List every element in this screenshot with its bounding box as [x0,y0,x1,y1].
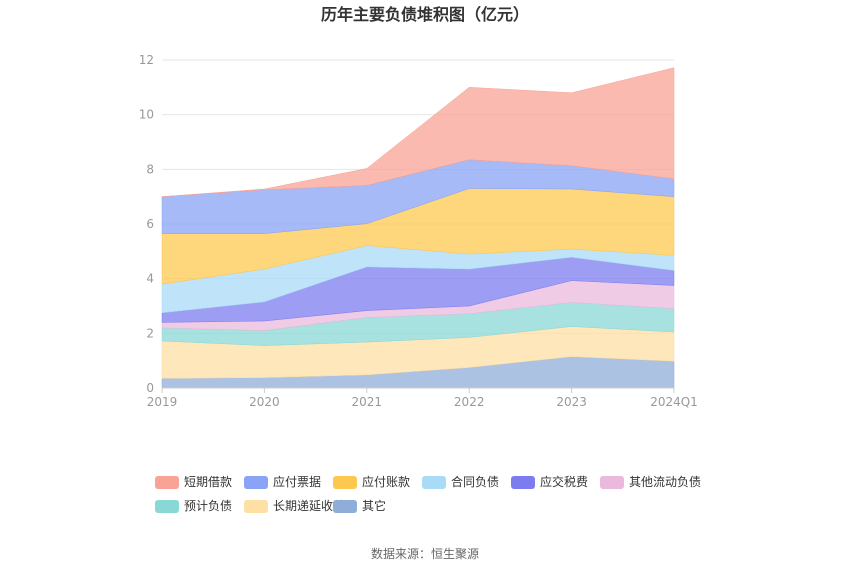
legend-label: 短期借款 [184,475,232,489]
legend-label: 应付账款 [362,474,410,489]
legend-item-合同负债[interactable]: 合同负债 [422,474,499,489]
area-短期借款[interactable] [161,67,675,197]
legend-swatch [155,500,179,513]
legend-swatch [155,476,179,489]
y-tick-label: 4 [146,272,154,286]
legend-label: 长期递延收益 [273,499,345,513]
legend-item-短期借款[interactable]: 短期借款 [155,475,232,489]
x-tick-label: 2023 [556,395,587,409]
legend-swatch [511,476,535,489]
legend-item-其它[interactable]: 其它 [333,498,386,513]
legend-item-应交税费[interactable]: 应交税费 [511,474,588,489]
legend-swatch [244,476,268,489]
legend-label: 应付票据 [273,474,321,489]
legend-label: 预计负债 [184,499,232,513]
x-tick-label: 2019 [147,395,178,409]
y-tick-label: 2 [146,326,154,340]
areas [161,67,675,389]
legend-swatch [600,476,624,489]
legend-item-长期递延收益[interactable]: 长期递延收益 [244,499,345,513]
y-tick-label: 6 [146,217,154,231]
y-tick-label: 12 [139,53,154,67]
legend-label: 合同负债 [451,474,499,489]
y-tick-label: 0 [146,381,154,395]
legend-item-其他流动负债[interactable]: 其他流动负债 [600,475,701,489]
x-tick-label: 2024Q1 [650,395,698,409]
legend-item-应付账款[interactable]: 应付账款 [333,474,410,489]
legend-swatch [333,500,357,513]
x-tick-label: 2021 [352,395,383,409]
legend-swatch [422,476,446,489]
legend-item-预计负债[interactable]: 预计负债 [155,499,232,513]
axes: 0 2 4 6 8 10 12 2019 2020 2021 2022 2023 2024Q1 [139,53,698,409]
legend-label: 应交税费 [540,474,588,489]
legend-label: 其它 [362,498,386,513]
legend-swatch [244,500,268,513]
legend-item-应付票据[interactable]: 应付票据 [244,474,321,489]
x-tick-label: 2022 [454,395,485,409]
chart-title: 历年主要负债堆积图（亿元） [321,5,529,24]
x-tick-label: 2020 [249,395,280,409]
y-tick-label: 8 [146,162,154,176]
legend-swatch [333,476,357,489]
data-source: 数据来源：恒生聚源 [371,546,479,561]
legend-label: 其他流动负债 [629,475,701,489]
y-tick-label: 10 [139,108,154,122]
